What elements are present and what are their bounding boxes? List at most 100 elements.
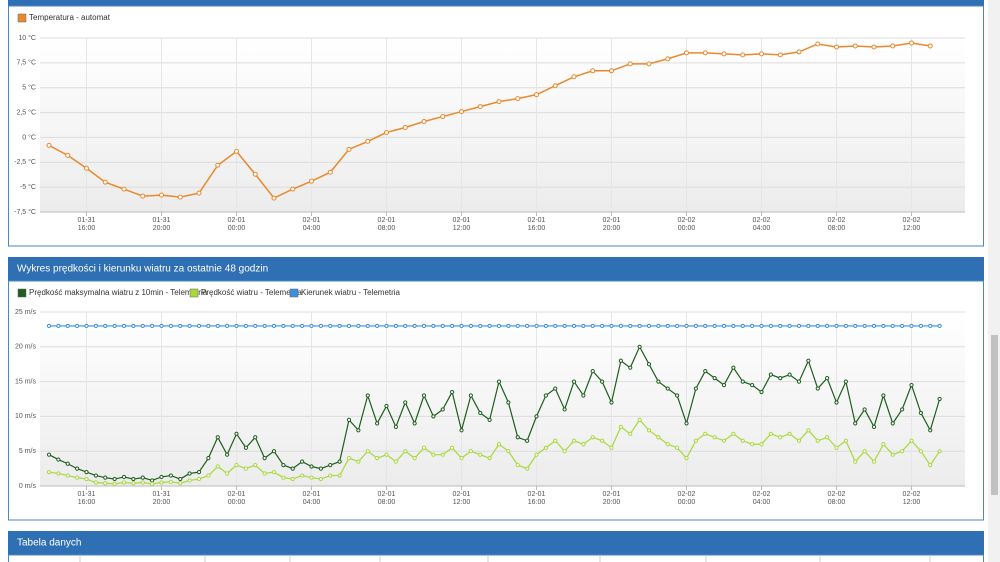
data-point: [693, 323, 698, 329]
data-point: [900, 407, 905, 412]
data-point: [759, 442, 764, 447]
data-point: [702, 50, 708, 56]
x-tick-label: 12:00: [903, 225, 921, 232]
table-dividers: [79, 555, 931, 562]
data-point: [834, 445, 839, 450]
data-point: [740, 323, 745, 329]
data-point: [215, 323, 220, 329]
data-point: [168, 473, 173, 478]
data-point: [543, 393, 548, 398]
data-point: [703, 369, 708, 374]
x-tick-label: 16:00: [528, 499, 546, 506]
data-point: [628, 431, 633, 436]
data-point: [656, 379, 661, 384]
data-point: [796, 49, 802, 55]
data-point: [862, 449, 867, 454]
data-point: [609, 323, 614, 329]
data-point: [440, 452, 445, 457]
data-point: [815, 41, 821, 47]
x-tick-label: 20:00: [153, 225, 171, 232]
data-point: [825, 435, 830, 440]
data-point: [534, 414, 539, 419]
data-point: [571, 438, 577, 443]
data-point: [468, 449, 473, 454]
data-point: [703, 431, 708, 436]
x-tick-label: 12:00: [453, 225, 471, 232]
charts: -7,5 °C -5 °C -2,5 °C 0 °C 2,5 °C 5 °C 7,5 °C 1…: [14, 13, 965, 506]
data-point: [684, 50, 689, 56]
data-point: [684, 323, 689, 329]
data-point: [675, 445, 680, 450]
data-point: [225, 452, 230, 457]
data-point: [562, 323, 567, 329]
data-point: [159, 474, 164, 480]
data-point: [740, 438, 745, 443]
data-point: [871, 424, 877, 429]
data-point: [450, 389, 455, 395]
data-point: [852, 43, 858, 49]
x-tick-label: 12:00: [903, 499, 921, 506]
data-point: [553, 386, 558, 391]
data-point: [375, 323, 380, 329]
data-point: [712, 323, 717, 329]
data-point: [431, 323, 436, 329]
data-point: [168, 323, 173, 329]
data-point: [909, 382, 914, 388]
data-point: [440, 114, 446, 120]
x-tick-label: 08:00: [378, 499, 396, 506]
data-point: [450, 445, 455, 450]
x-tick-label: 02-02: [828, 217, 846, 224]
data-point: [590, 369, 595, 374]
data-point: [665, 442, 670, 447]
data-point: [440, 407, 445, 412]
data-point: [628, 323, 633, 329]
data-point: [131, 481, 136, 486]
data-point: [928, 463, 933, 468]
x-tick-label: 02-01: [603, 491, 621, 498]
data-point: [150, 478, 155, 483]
data-point: [46, 142, 52, 148]
panel-header: [8, 0, 984, 6]
data-point: [496, 379, 502, 384]
y-tick-label: 25 m/s: [15, 309, 37, 316]
table-header: [8, 554, 984, 562]
data-point: [131, 476, 136, 482]
data-point: [778, 323, 783, 329]
legend-label: Kierunek wiatru - Telemetria: [301, 288, 401, 297]
data-point: [796, 323, 802, 329]
data-point: [637, 323, 642, 329]
data-point: [646, 428, 652, 433]
x-tick-label: 00:00: [678, 225, 696, 232]
data-point: [103, 475, 108, 480]
data-point: [178, 481, 183, 486]
data-point: [890, 323, 895, 329]
data-point: [140, 480, 145, 485]
data-point: [834, 323, 839, 329]
y-tick-label: 0 m/s: [19, 483, 37, 490]
data-point: [487, 417, 492, 422]
data-point: [543, 445, 548, 450]
y-tick-label: 2,5 °C: [16, 108, 36, 116]
data-point: [862, 407, 867, 412]
data-point: [365, 393, 370, 398]
x-tick-label: 02-02: [753, 217, 771, 224]
data-point: [187, 478, 192, 483]
data-point: [262, 456, 267, 461]
data-point: [515, 435, 520, 440]
data-point: [384, 323, 389, 329]
data-point: [777, 52, 783, 58]
data-point: [140, 323, 145, 329]
data-point: [403, 323, 408, 329]
data-point: [384, 452, 389, 457]
data-point: [300, 323, 305, 329]
data-point: [553, 323, 558, 329]
x-tick-label: 02-01: [378, 491, 396, 498]
data-point: [271, 323, 277, 329]
scrollbar-thumb[interactable]: [991, 335, 998, 495]
data-point: [159, 192, 164, 198]
data-point: [328, 323, 333, 329]
x-tick-label: 01-31: [153, 491, 171, 498]
data-point: [356, 323, 361, 329]
y-tick-label: -7,5 °C: [14, 208, 36, 216]
